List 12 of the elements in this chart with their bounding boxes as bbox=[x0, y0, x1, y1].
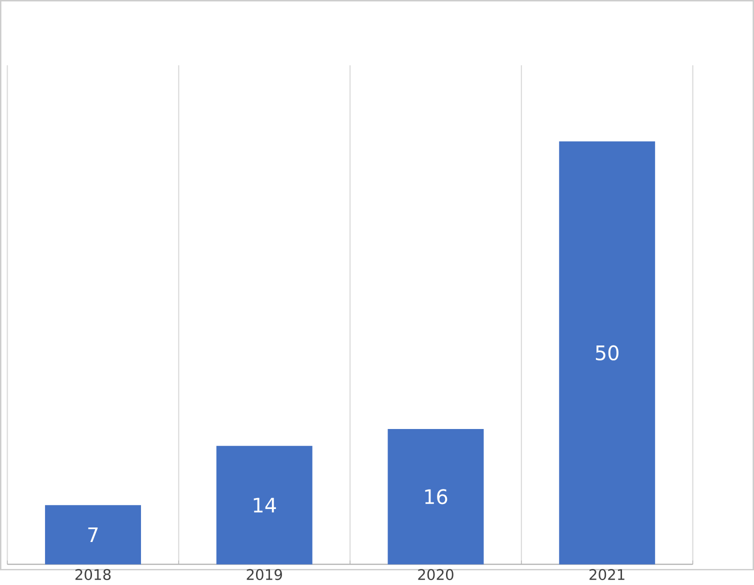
bar bbox=[216, 446, 312, 565]
data-label: 7 bbox=[88, 528, 98, 542]
bar bbox=[45, 505, 141, 565]
data-label: 50 bbox=[596, 346, 618, 361]
data-label: 16 bbox=[425, 489, 448, 504]
bar bbox=[388, 429, 484, 565]
x-tick-label: 2018 bbox=[75, 569, 111, 580]
bar bbox=[559, 142, 656, 565]
x-tick-label: 2021 bbox=[590, 569, 624, 580]
data-label: 14 bbox=[254, 498, 276, 513]
x-tick-label: 2019 bbox=[246, 569, 282, 580]
x-tick-label: 2020 bbox=[418, 569, 454, 580]
